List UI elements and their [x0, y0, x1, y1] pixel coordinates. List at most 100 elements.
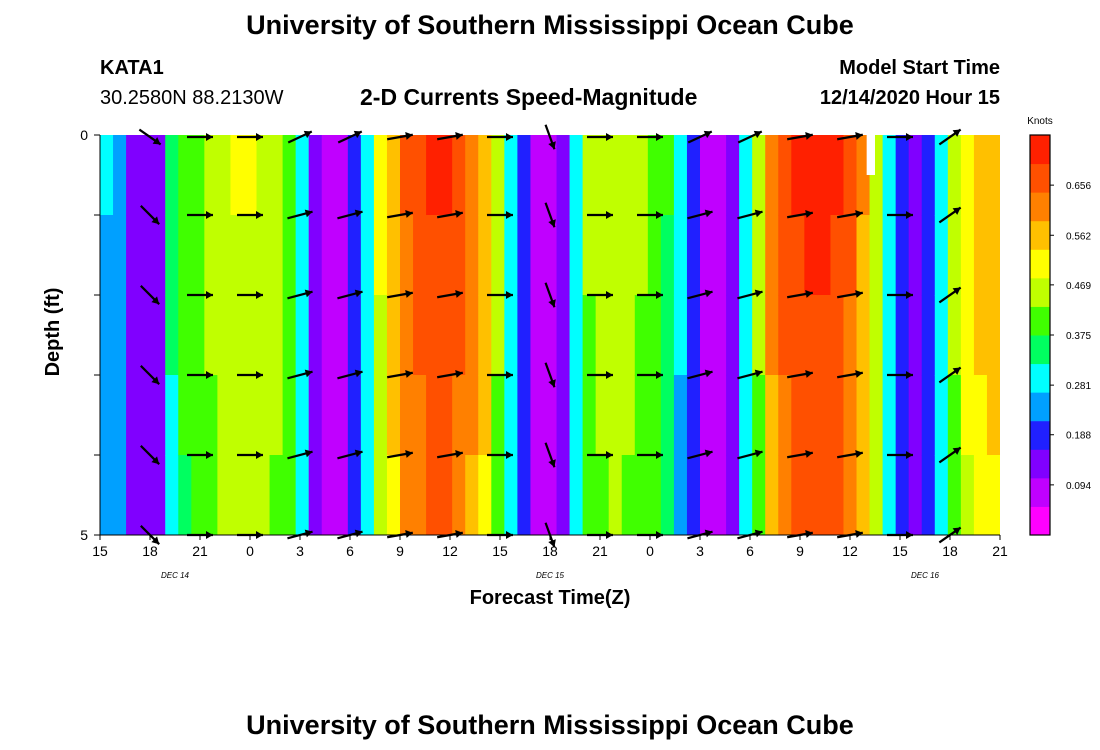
- heatmap-cell: [895, 375, 910, 456]
- current-arrow-head: [455, 132, 463, 140]
- heatmap-cell: [804, 455, 818, 535]
- heatmap-cell: [895, 455, 910, 535]
- current-arrow-head: [506, 133, 513, 141]
- heatmap-cell: [126, 135, 140, 216]
- heatmap-cell: [165, 135, 179, 216]
- x-tick-label: 18: [942, 543, 958, 559]
- x-tick-label: 18: [542, 543, 558, 559]
- heatmap-cell: [126, 455, 140, 535]
- heatmap-cell: [491, 455, 505, 535]
- current-arrow-head: [606, 211, 613, 219]
- heatmap-cell: [308, 135, 323, 216]
- current-arrow: [187, 371, 213, 379]
- current-arrow: [337, 289, 363, 300]
- heatmap-cell: [178, 135, 192, 216]
- current-arrow-head: [855, 132, 863, 140]
- current-arrow-head: [855, 530, 863, 538]
- colorbar-segment: [1030, 363, 1050, 393]
- heatmap-cell: [817, 215, 832, 296]
- heatmap-cell: [334, 135, 349, 216]
- current-arrow: [544, 442, 556, 468]
- heatmap-cell: [491, 135, 505, 216]
- heatmap-cell: [386, 215, 401, 296]
- heatmap-cell: [373, 375, 388, 456]
- x-tick-label: 15: [892, 543, 908, 559]
- current-arrow-head: [906, 211, 913, 219]
- x-tick-label: 12: [842, 543, 858, 559]
- heatmap-cell: [439, 295, 453, 376]
- current-arrow: [544, 202, 556, 228]
- heatmap-cell: [465, 135, 479, 216]
- heatmap-cell: [491, 295, 505, 376]
- heatmap-cell: [660, 215, 675, 296]
- heatmap-cell: [217, 455, 232, 535]
- colorbar-tick-label: 0.562: [1066, 231, 1091, 242]
- colorbar-segment: [1030, 163, 1050, 193]
- heatmap-cell: [934, 295, 949, 376]
- heatmap-cell: [908, 295, 923, 376]
- current-arrow-head: [805, 450, 813, 458]
- heatmap-cell: [465, 455, 479, 535]
- current-arrow: [787, 210, 813, 219]
- current-arrow-head: [548, 299, 556, 308]
- heatmap-cell: [582, 455, 597, 535]
- heatmap-cell: [830, 215, 845, 296]
- heatmap-cell: [139, 215, 153, 296]
- heatmap-cell: [282, 295, 297, 376]
- heatmap-cell: [400, 215, 414, 296]
- heatmap-cell: [204, 375, 218, 456]
- heatmap-cell: [347, 135, 362, 216]
- current-arrow: [437, 132, 463, 141]
- current-arrow: [387, 450, 413, 459]
- heatmap-cell: [569, 295, 584, 376]
- heatmap-cell: [778, 135, 792, 216]
- current-arrow: [837, 290, 863, 299]
- heatmap-cell: [439, 375, 453, 456]
- x-tick-label: 3: [296, 543, 304, 559]
- current-arrow-head: [455, 370, 463, 378]
- heatmap-cell: [295, 455, 310, 535]
- current-arrow-head: [906, 291, 913, 299]
- heatmap-cells: [100, 135, 1000, 535]
- heatmap-cell: [321, 295, 336, 376]
- heatmap-cell: [530, 135, 545, 216]
- heatmap-cell: [452, 375, 466, 456]
- heatmap-cell: [960, 375, 975, 456]
- heatmap-cell: [191, 455, 205, 535]
- heatmap-cell: [100, 295, 114, 376]
- heatmap-cell: [634, 215, 649, 296]
- colorbar-segment: [1030, 506, 1050, 536]
- current-arrow: [587, 211, 613, 219]
- heatmap-cell: [765, 295, 779, 376]
- heatmap-cell: [360, 295, 375, 376]
- heatmap-cell: [204, 455, 218, 535]
- current-arrow-head: [704, 449, 713, 458]
- heatmap-cell: [582, 295, 597, 376]
- heatmap-cell: [791, 215, 805, 296]
- heatmap-cell: [478, 295, 492, 376]
- heatmap-cell: [230, 375, 245, 456]
- heatmap-cell: [360, 135, 375, 216]
- heatmap-cell: [686, 215, 701, 296]
- heatmap-cell: [282, 375, 297, 456]
- missing-data-cell: [866, 135, 875, 175]
- current-arrow-head: [455, 530, 463, 538]
- colorbar-tick-label: 0.188: [1066, 431, 1091, 442]
- heatmap-cell: [700, 215, 714, 296]
- heatmap-cell: [700, 455, 714, 535]
- heatmap-cell: [765, 135, 779, 216]
- heatmap-cell: [100, 135, 114, 216]
- heatmap-cell: [386, 455, 401, 535]
- heatmap-cell: [765, 215, 779, 296]
- current-arrow: [737, 449, 763, 460]
- heatmap-cell: [373, 135, 388, 216]
- current-arrow-head: [703, 130, 712, 139]
- heatmap-cell: [686, 375, 701, 456]
- current-arrow: [938, 128, 962, 146]
- heatmap-cell: [178, 455, 192, 535]
- current-arrow-head: [548, 539, 556, 548]
- heatmap-cell: [986, 295, 1000, 376]
- heatmap-cell: [165, 215, 179, 296]
- current-arrow: [587, 371, 613, 379]
- current-arrow: [737, 130, 763, 144]
